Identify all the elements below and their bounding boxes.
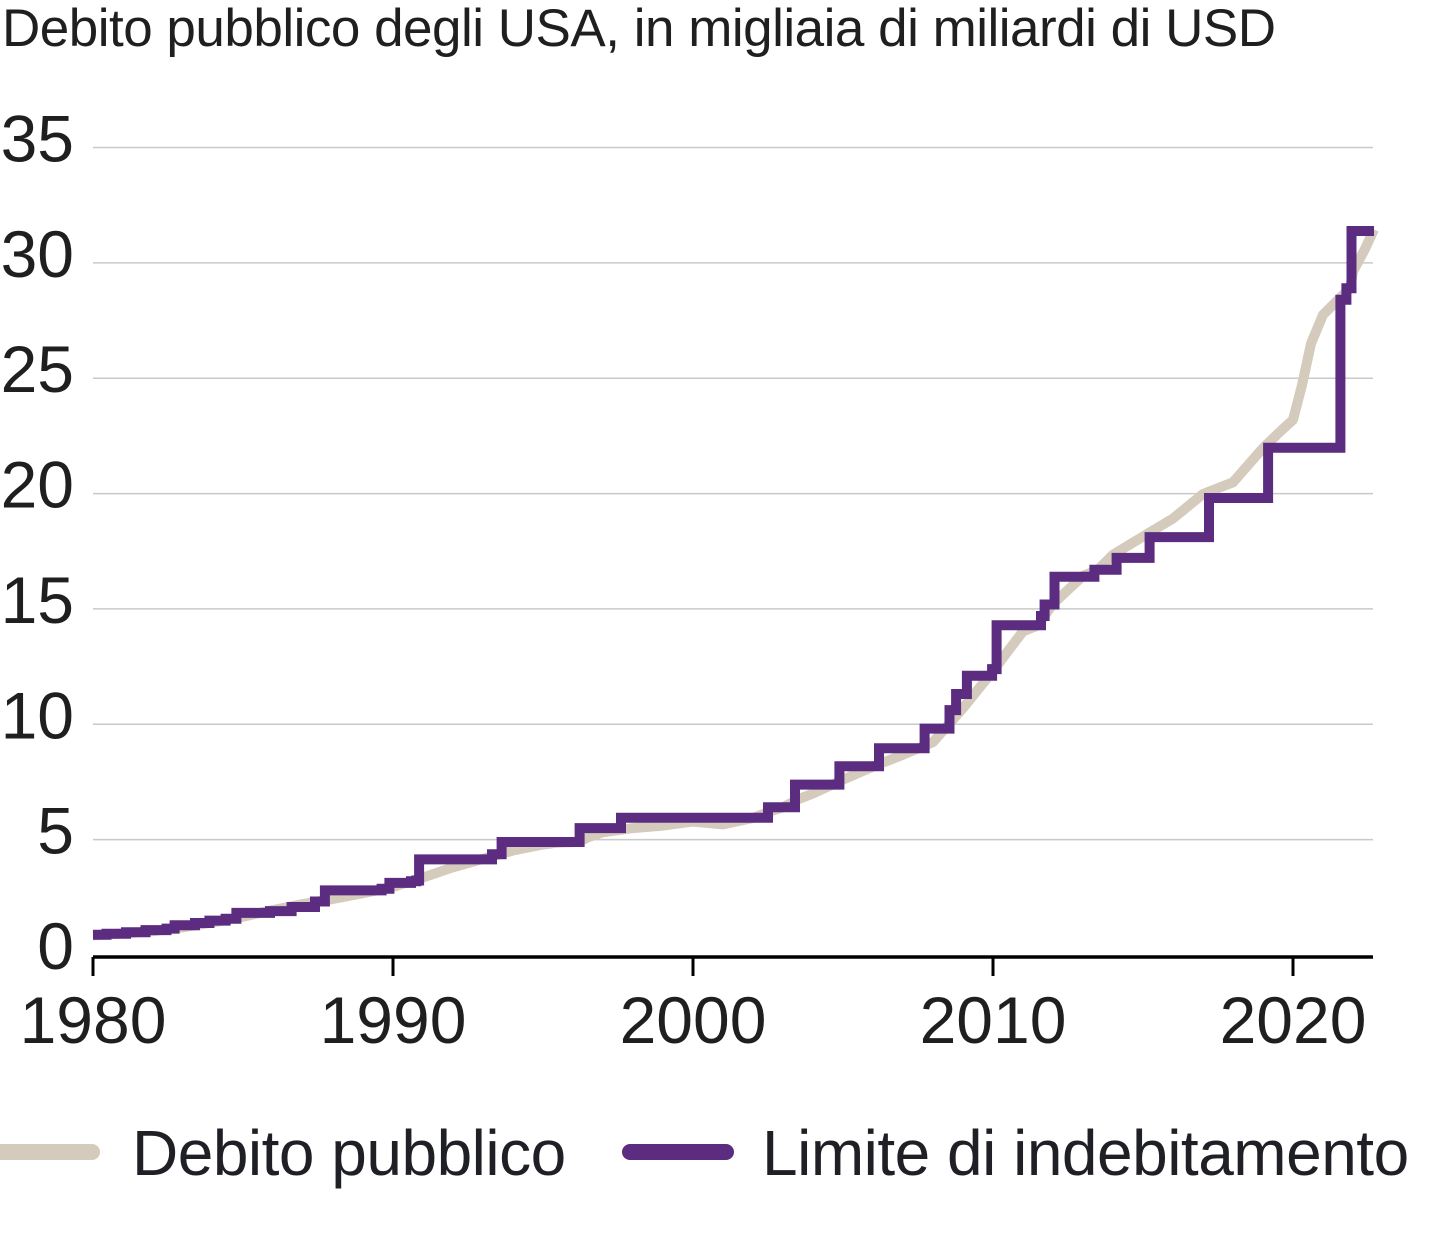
- y-tick-label: 10: [1, 678, 74, 752]
- y-tick-label: 25: [1, 332, 74, 406]
- y-tick-label: 5: [37, 794, 74, 868]
- chart-title: Debito pubblico degli USA, in migliaia d…: [2, 0, 1276, 58]
- y-tick-label: 20: [1, 448, 74, 522]
- x-tick-label: 1980: [20, 983, 167, 1057]
- legend-label-limite-di-indebitamento: Limite di indebitamento: [762, 1117, 1409, 1189]
- legend-label-debito-pubblico: Debito pubblico: [132, 1117, 566, 1189]
- legend-swatch-limite-di-indebitamento: [622, 1144, 734, 1160]
- series-limite-di-indebitamento: [93, 226, 1374, 940]
- x-tick-label: 1990: [320, 983, 467, 1057]
- x-tick-label: 2020: [1220, 983, 1367, 1057]
- x-tick-label: 2010: [920, 983, 1067, 1057]
- legend-swatch-debito-pubblico: [0, 1144, 100, 1160]
- y-tick-label: 15: [1, 563, 74, 637]
- x-tick-label: 2000: [620, 983, 767, 1057]
- y-tick-label: 35: [1, 102, 74, 176]
- y-tick-label: 30: [1, 217, 74, 291]
- y-tick-label: 0: [37, 909, 74, 983]
